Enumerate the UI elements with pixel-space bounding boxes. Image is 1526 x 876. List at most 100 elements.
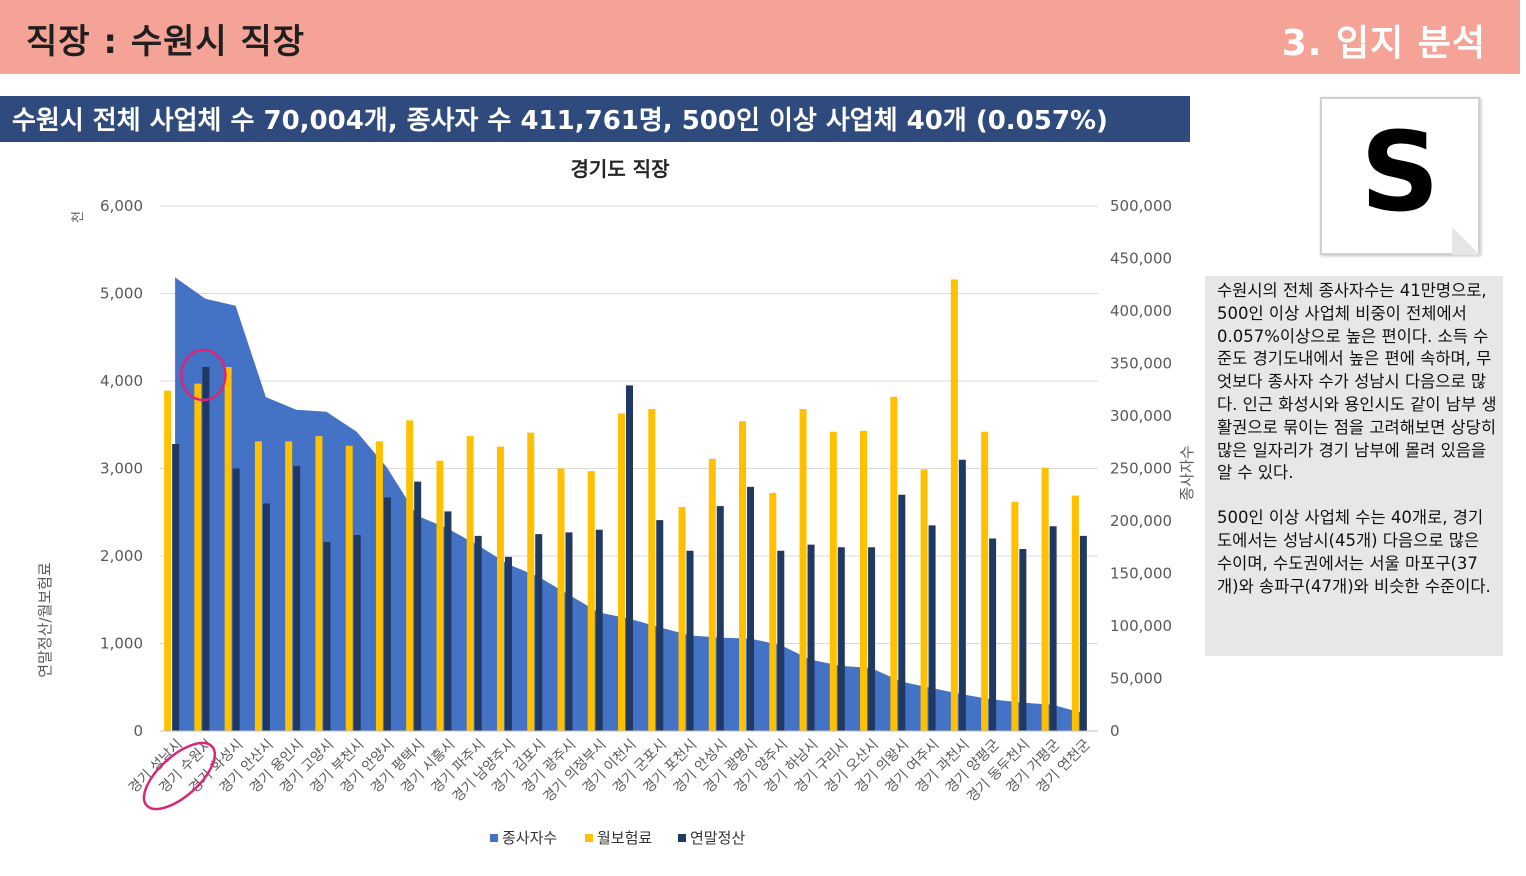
bar-월보험료 xyxy=(375,441,383,731)
description-box: 수원시의 전체 종사자수는 41만명으로, 500인 이상 사업체 비중이 전체… xyxy=(1205,276,1503,656)
bar-연말정산 xyxy=(686,550,694,731)
bar-연말정산 xyxy=(444,511,452,731)
y-right-tick-label: 100,000 xyxy=(1110,617,1172,635)
chart-title: 경기도 직장 xyxy=(571,157,671,181)
bar-연말정산 xyxy=(958,459,966,731)
bar-월보험료 xyxy=(345,445,353,731)
y-left-tick-label: 3,000 xyxy=(100,460,143,478)
y-left-axis-title: 연말정산/월보험료 xyxy=(36,562,54,678)
bar-연말정산 xyxy=(656,520,664,731)
bar-연말정산 xyxy=(868,547,876,731)
bar-연말정산 xyxy=(807,544,815,731)
bar-연말정산 xyxy=(353,535,361,731)
bar-월보험료 xyxy=(527,432,535,731)
logo-letter: S xyxy=(1360,108,1440,236)
legend-swatch-종사자수 xyxy=(490,834,498,842)
bar-월보험료 xyxy=(739,421,747,731)
y-right-tick-label: 300,000 xyxy=(1110,407,1172,425)
bar-연말정산 xyxy=(1049,526,1057,731)
bar-연말정산 xyxy=(565,532,573,731)
bar-월보험료 xyxy=(557,468,565,731)
bar-연말정산 xyxy=(626,385,633,731)
y-left-tick-label: 6,000 xyxy=(100,197,143,215)
bar-월보험료 xyxy=(436,460,444,731)
bar-월보험료 xyxy=(920,469,928,731)
bar-월보험료 xyxy=(648,409,656,731)
bar-연말정산 xyxy=(716,506,724,731)
bar-연말정산 xyxy=(535,534,543,731)
page-curl-icon xyxy=(1452,227,1480,255)
page-title: 직장 : 수원시 직장 xyxy=(26,22,306,62)
bar-월보험료 xyxy=(587,471,595,731)
bar-연말정산 xyxy=(383,497,391,731)
chart-area: 0 1,000 2,000 3,000 4,000 5,000 6,000 0 50,000 10… xyxy=(36,157,1196,847)
bar-연말정산 xyxy=(414,481,422,731)
bar-월보험료 xyxy=(618,413,625,731)
highlight-circle-label xyxy=(142,741,216,811)
bar-연말정산 xyxy=(172,444,180,731)
bar-연말정산 xyxy=(262,503,270,731)
y-right-tick-label: 50,000 xyxy=(1110,670,1163,688)
bar-월보험료 xyxy=(799,409,807,731)
bar-연말정산 xyxy=(1019,549,1027,731)
legend-label-종사자수: 종사자수 xyxy=(502,829,557,847)
bar-월보험료 xyxy=(194,383,202,731)
y-left-tick-label: 4,000 xyxy=(100,372,143,390)
bar-월보험료 xyxy=(1071,495,1079,731)
y-left-tick-label: 1,000 xyxy=(100,635,143,653)
y-left-axis-unit: 천 xyxy=(71,211,86,223)
bar-연말정산 xyxy=(232,468,240,731)
summary-banner: 수원시 전체 사업체 수 70,004개, 종사자 수 411,761명, 50… xyxy=(0,96,1190,142)
bar-연말정산 xyxy=(989,538,997,731)
bar-월보험료 xyxy=(981,431,989,731)
bar-월보험료 xyxy=(224,367,232,731)
series-area-종사자수 xyxy=(175,277,1083,731)
bar-연말정산 xyxy=(928,525,936,731)
bar-연말정산 xyxy=(747,486,755,731)
bar-연말정산 xyxy=(595,529,603,731)
bar-연말정산 xyxy=(323,542,331,731)
y-right-tick-label: 150,000 xyxy=(1110,565,1172,583)
bar-월보험료 xyxy=(950,279,958,731)
y-left-tick-label: 2,000 xyxy=(100,547,143,565)
bar-월보험료 xyxy=(708,458,716,731)
bar-월보험료 xyxy=(496,446,504,731)
summary-banner-text: 수원시 전체 사업체 수 70,004개, 종사자 수 411,761명, 50… xyxy=(12,106,1108,136)
bar-월보험료 xyxy=(678,507,686,731)
bar-연말정산 xyxy=(202,367,210,731)
bar-월보험료 xyxy=(164,390,172,731)
y-right-axis-title: 종사자수 xyxy=(1178,445,1196,500)
y-right-tick-label: 200,000 xyxy=(1110,512,1172,530)
bar-월보험료 xyxy=(285,441,293,731)
header-bar: 직장 : 수원시 직장 3. 입지 분석 xyxy=(0,0,1520,74)
y-right-tick-label: 400,000 xyxy=(1110,302,1172,320)
bar-월보험료 xyxy=(406,420,414,731)
description-paragraph-2: 500인 이상 사업체 수는 40개로, 경기도에서는 성남시(45개) 다음으… xyxy=(1217,508,1491,596)
bar-월보험료 xyxy=(860,430,868,731)
bar-월보험료 xyxy=(1041,467,1049,731)
y-right-tick-label: 0 xyxy=(1110,722,1120,740)
y-right-tick-label: 500,000 xyxy=(1110,197,1172,215)
bar-월보험료 xyxy=(890,396,898,731)
logo-card: S xyxy=(1320,97,1480,255)
bar-연말정산 xyxy=(1079,535,1087,731)
bar-월보험료 xyxy=(466,436,474,731)
bar-연말정산 xyxy=(293,465,301,731)
bar-월보험료 xyxy=(769,493,777,731)
highlight-circle-bar xyxy=(180,348,227,402)
bar-연말정산 xyxy=(898,494,906,731)
legend-swatch-월보험료 xyxy=(585,834,593,842)
section-title: 3. 입지 분석 xyxy=(1281,23,1486,64)
legend-label-연말정산: 연말정산 xyxy=(690,829,745,847)
bar-연말정산 xyxy=(837,547,845,731)
y-right-tick-label: 450,000 xyxy=(1110,250,1172,268)
y-right-tick-label: 250,000 xyxy=(1110,460,1172,478)
bar-월보험료 xyxy=(1011,501,1019,731)
legend-swatch-연말정산 xyxy=(678,834,686,842)
bar-연말정산 xyxy=(474,535,482,731)
bar-월보험료 xyxy=(254,441,262,731)
bar-연말정산 xyxy=(504,556,512,731)
bar-월보험료 xyxy=(829,431,837,731)
bar-연말정산 xyxy=(777,550,785,731)
y-left-tick-label: 5,000 xyxy=(100,285,143,303)
